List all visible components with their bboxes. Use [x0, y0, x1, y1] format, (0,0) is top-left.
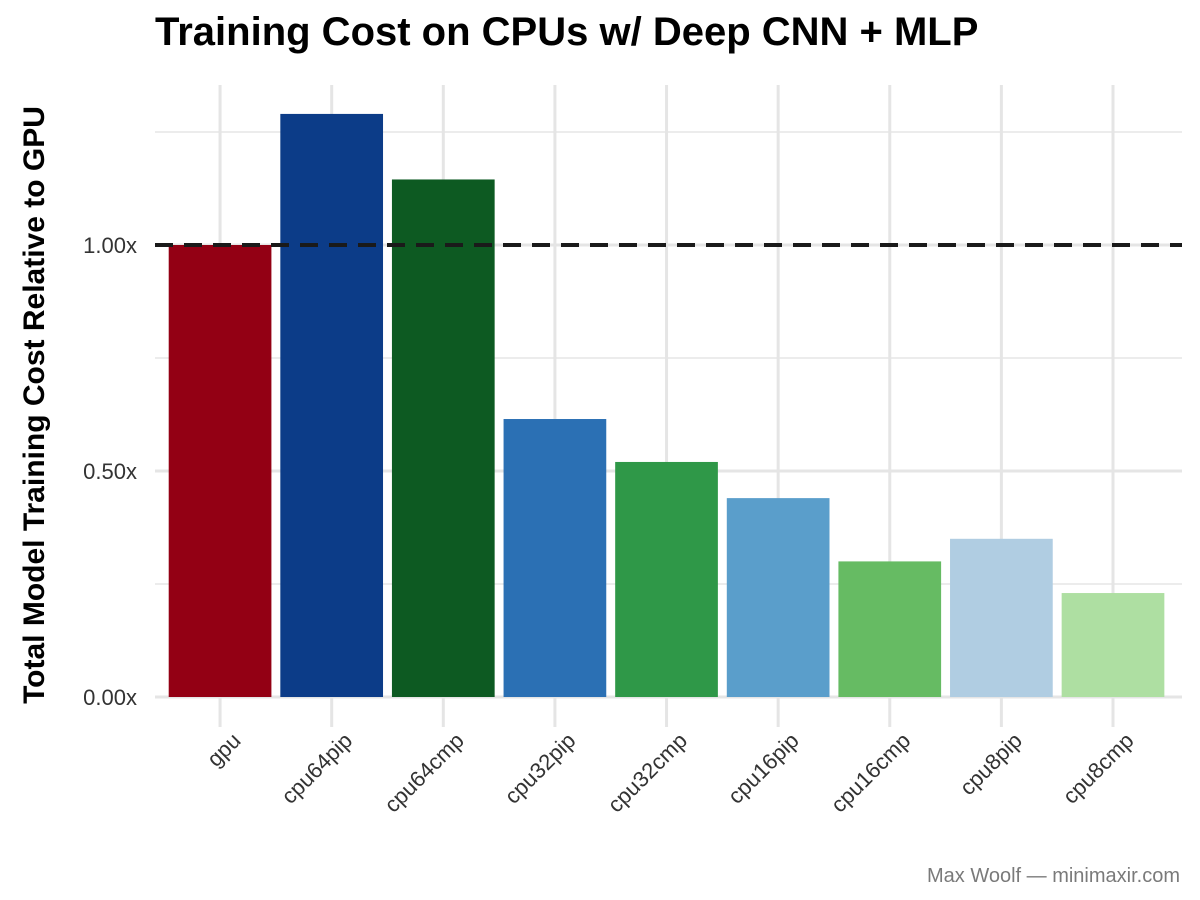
chart-title: Training Cost on CPUs w/ Deep CNN + MLP: [155, 10, 979, 54]
x-tick-label: cpu64pip: [276, 728, 357, 809]
x-tick-label: gpu: [202, 728, 246, 772]
bar-cpu64pip: [280, 113, 384, 698]
y-tick-label: 1.00x: [83, 233, 137, 258]
bar-cpu32cmp: [615, 461, 718, 697]
y-axis-label: Total Model Training Cost Relative to GP…: [18, 106, 51, 704]
x-tick-label: cpu8pip: [955, 728, 1027, 800]
bar-cpu64cmp: [391, 179, 495, 697]
x-tick-label: cpu16pip: [723, 728, 804, 809]
y-tick-label: 0.50x: [83, 459, 137, 484]
y-axis: 0.00x 0.50x 1.00x: [83, 233, 137, 710]
x-tick-label: cpu64cmp: [379, 728, 468, 817]
bar-cpu8cmp: [1061, 593, 1165, 697]
y-tick-label: 0.00x: [83, 685, 137, 710]
bars: [168, 113, 1165, 698]
bar-cpu16pip: [726, 498, 830, 697]
x-tick-label: cpu16cmp: [826, 728, 915, 817]
x-tick-label: cpu32cmp: [603, 728, 692, 817]
bar-cpu8pip: [950, 538, 1053, 697]
x-tick-label: cpu32pip: [500, 728, 581, 809]
bar-gpu: [168, 245, 272, 697]
bar-cpu16cmp: [838, 561, 942, 697]
bar-cpu32pip: [503, 419, 607, 697]
caption: Max Woolf — minimaxir.com: [926, 865, 1180, 887]
x-axis: gpu cpu64pip cpu64cmp cpu32pip cpu32cmp cpu16…: [202, 728, 1139, 817]
x-tick-label: cpu8cmp: [1058, 728, 1139, 809]
